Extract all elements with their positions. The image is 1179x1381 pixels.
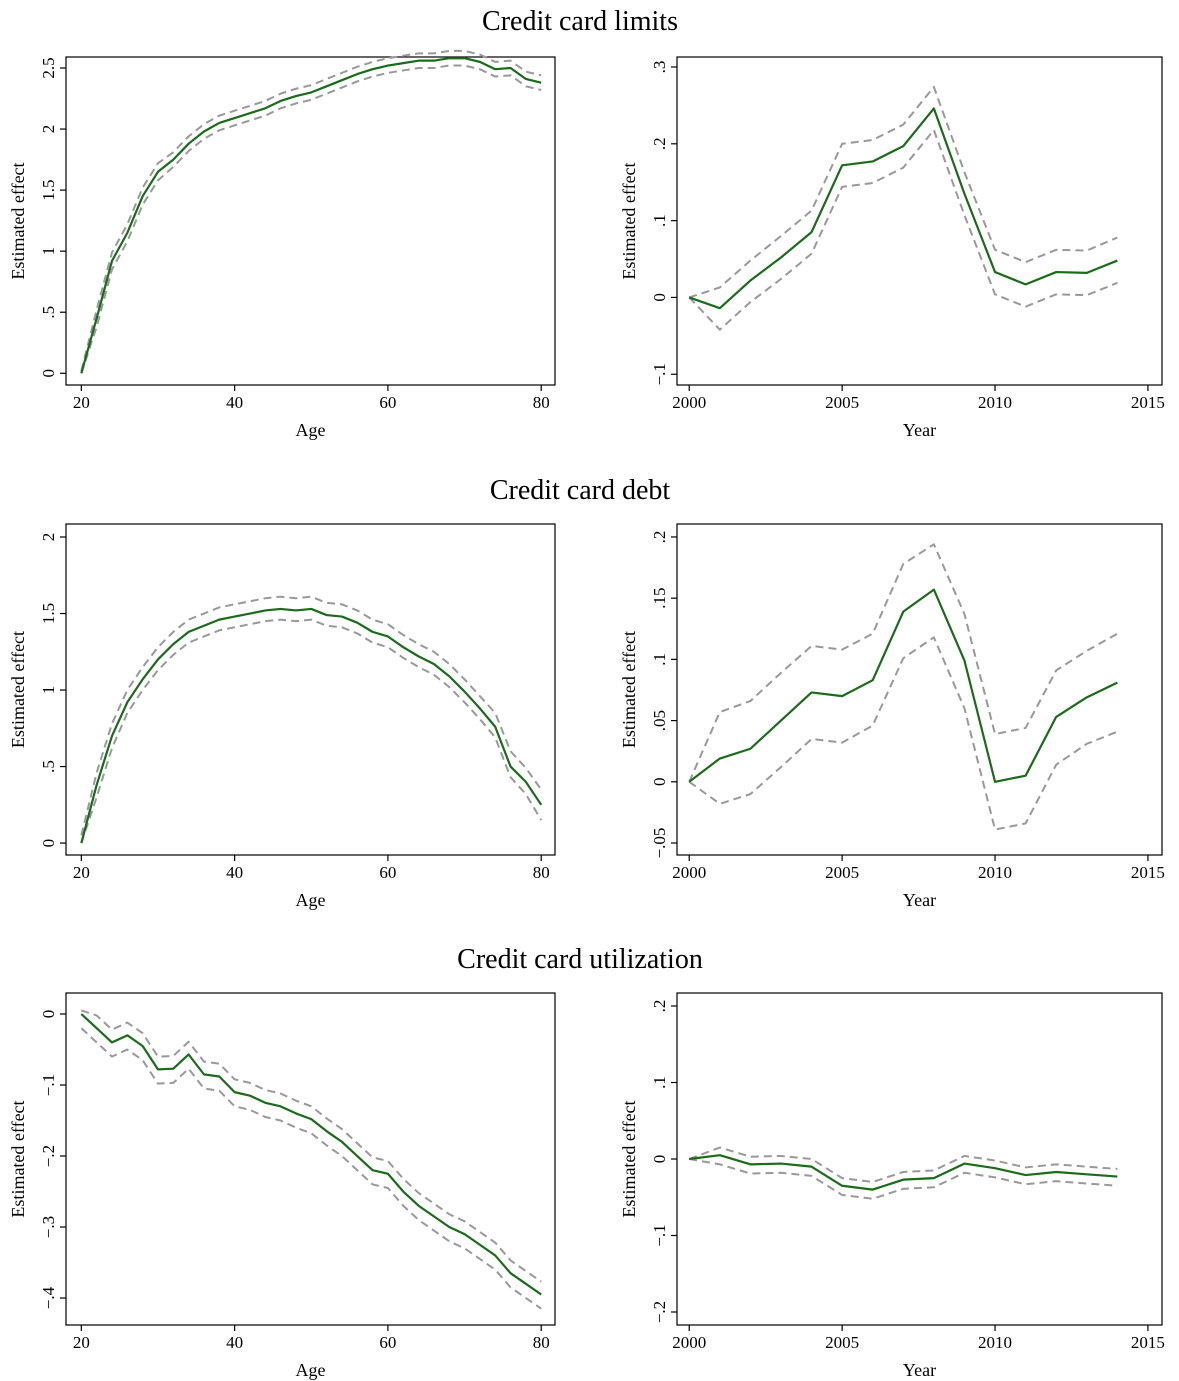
x-tick-label: 60 [379, 393, 396, 412]
confidence-bound [80, 618, 543, 844]
x-tick-label: 2005 [825, 863, 859, 882]
estimate-line [80, 57, 542, 374]
x-axis-label: Age [296, 420, 326, 440]
y-tick-label: 0 [650, 1155, 669, 1164]
y-tick-label: .2 [650, 137, 669, 150]
y-tick-label: −.1 [39, 1074, 58, 1096]
y-axis-label: Estimated effect [619, 631, 639, 748]
y-tick-label: −.1 [650, 1224, 669, 1246]
x-tick-label: 2015 [1131, 393, 1165, 412]
x-axis-label: Year [903, 420, 936, 440]
confidence-bound [80, 1027, 542, 1310]
y-tick-label: .1 [650, 653, 669, 666]
y-axis-label: Estimated effect [8, 162, 28, 279]
x-tick-label: 60 [379, 1333, 396, 1352]
confidence-bound [688, 85, 1118, 299]
y-tick-label: .5 [39, 306, 58, 319]
y-tick-label: −.1 [650, 363, 669, 385]
section-title: Credit card debt [490, 475, 671, 506]
confidence-bound [689, 1158, 1118, 1200]
x-axis-label: Year [903, 1360, 936, 1380]
y-tick-label: −.05 [650, 828, 669, 859]
estimate-line [80, 607, 543, 844]
x-tick-label: 40 [226, 863, 243, 882]
y-tick-label: .2 [650, 1000, 669, 1013]
x-axis-label: Age [296, 1360, 326, 1380]
y-tick-label: 1.5 [39, 179, 58, 200]
x-tick-label: 20 [73, 1333, 90, 1352]
y-tick-label: .1 [650, 1076, 669, 1089]
confidence-bound [80, 64, 542, 374]
x-tick-label: 80 [533, 393, 550, 412]
section-title: Credit card utilization [457, 944, 703, 975]
x-tick-label: 2000 [672, 1333, 706, 1352]
y-tick-label: −.2 [39, 1145, 58, 1167]
y-tick-label: −.3 [39, 1216, 58, 1238]
y-axis-label: Estimated effect [619, 1100, 639, 1217]
x-tick-label: 2005 [825, 393, 859, 412]
x-tick-label: 2010 [978, 1333, 1012, 1352]
y-tick-label: 2 [39, 125, 58, 134]
confidence-bound [688, 636, 1118, 831]
plot-frame [676, 992, 1163, 1326]
x-tick-label: 80 [533, 863, 550, 882]
x-axis-label: Age [296, 890, 326, 910]
y-tick-label: 1.5 [39, 603, 58, 624]
estimate-line [80, 1013, 542, 1296]
y-tick-label: 1 [39, 686, 58, 695]
x-tick-label: 2005 [825, 1333, 859, 1352]
x-tick-label: 2000 [672, 863, 706, 882]
x-tick-label: 60 [379, 863, 396, 882]
estimate-line [688, 107, 1118, 310]
confidence-bound [688, 543, 1118, 783]
x-tick-label: 2010 [978, 863, 1012, 882]
x-tick-label: 2015 [1131, 1333, 1165, 1352]
x-tick-label: 80 [533, 1333, 550, 1352]
confidence-bound [688, 1146, 1118, 1183]
x-tick-label: 40 [226, 1333, 243, 1352]
y-tick-label: .3 [650, 61, 669, 74]
confidence-bound [81, 1009, 542, 1283]
x-tick-label: 2000 [672, 393, 706, 412]
y-tick-label: .1 [650, 214, 669, 227]
y-tick-label: 0 [39, 369, 58, 378]
x-tick-label: 20 [73, 393, 90, 412]
y-tick-label: 0 [39, 839, 58, 848]
plot-frame [65, 992, 556, 1326]
x-tick-label: 20 [73, 863, 90, 882]
x-axis-label: Year [903, 890, 936, 910]
plot-frame [65, 56, 556, 386]
y-tick-label: 2.5 [39, 57, 58, 78]
y-tick-label: 0 [650, 778, 669, 787]
y-tick-label: 0 [650, 293, 669, 302]
y-tick-label: −.2 [650, 1301, 669, 1323]
confidence-bound [80, 595, 543, 836]
confidence-bound [80, 49, 542, 372]
y-tick-label: .2 [650, 531, 669, 544]
confidence-bound [688, 128, 1118, 331]
y-tick-label: 0 [39, 1010, 58, 1019]
x-tick-label: 40 [226, 393, 243, 412]
estimate-line [688, 588, 1118, 783]
x-tick-label: 2010 [978, 393, 1012, 412]
y-tick-label: −.4 [39, 1286, 58, 1309]
y-axis-label: Estimated effect [8, 631, 28, 748]
y-axis-label: Estimated effect [8, 1100, 28, 1217]
y-tick-label: .5 [39, 760, 58, 773]
section-title: Credit card limits [482, 6, 678, 37]
estimate-line [689, 1154, 1118, 1191]
plot-frame [65, 523, 556, 856]
y-tick-label: .05 [650, 710, 669, 731]
y-tick-label: 1 [39, 247, 58, 256]
y-tick-label: .15 [650, 588, 669, 609]
plot-frame [676, 523, 1163, 856]
x-tick-label: 2015 [1131, 863, 1165, 882]
y-axis-label: Estimated effect [619, 162, 639, 279]
y-tick-label: 2 [39, 533, 58, 542]
